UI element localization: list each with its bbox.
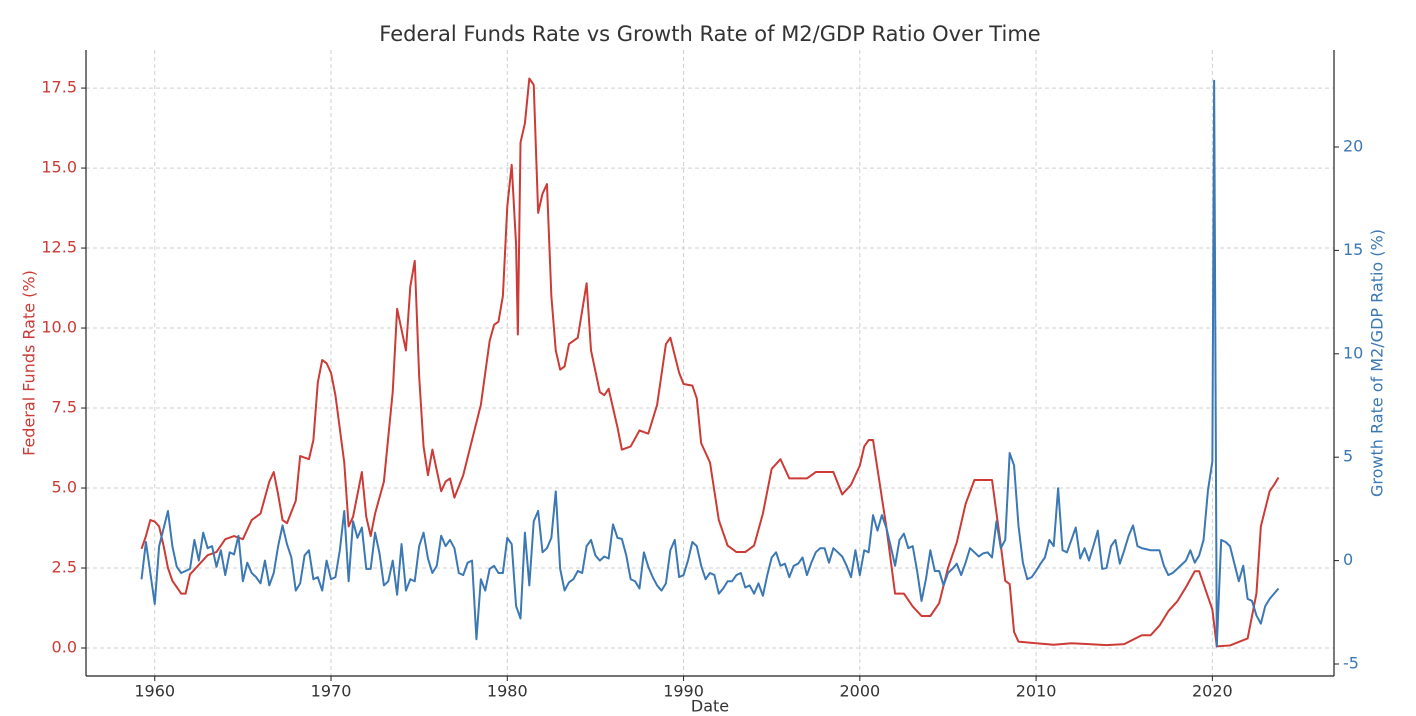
chart-title: Federal Funds Rate vs Growth Rate of M2/… xyxy=(379,22,1040,46)
y-tick-label: 10.0 xyxy=(41,318,77,337)
x-tick-label: 1960 xyxy=(134,682,175,701)
y-tick-label: 17.5 xyxy=(41,78,77,97)
x-tick-label: 2020 xyxy=(1192,682,1233,701)
y-tick-label: 2.5 xyxy=(52,558,77,577)
data-line xyxy=(140,79,1280,648)
x-tick-label: 1980 xyxy=(487,682,528,701)
y-tick-label: 7.5 xyxy=(52,398,77,417)
y2-tick-label: 15 xyxy=(1343,240,1363,259)
x-axis-label: Date xyxy=(691,697,729,716)
y2-tick-label: 20 xyxy=(1343,136,1363,155)
y-tick-label: 15.0 xyxy=(41,158,77,177)
y2-axis-label: Growth Rate of M2/GDP Ratio (%) xyxy=(1368,229,1387,497)
data-line xyxy=(140,77,1280,648)
x-tick-label: 2000 xyxy=(839,682,880,701)
y2-tick-label: 5 xyxy=(1343,447,1353,466)
x-tick-label: 1970 xyxy=(311,682,352,701)
x-tick-label: 1990 xyxy=(663,682,704,701)
y2-tick-label: 10 xyxy=(1343,343,1363,362)
y-axis-label: Federal Funds Rate (%) xyxy=(20,270,39,456)
x-tick-label: 2010 xyxy=(1016,682,1057,701)
y-tick-label: 5.0 xyxy=(52,478,77,497)
y2-tick-label: 0 xyxy=(1343,550,1353,569)
y-tick-label: 12.5 xyxy=(41,238,77,257)
y2-tick-label: -5 xyxy=(1343,654,1359,673)
y-tick-label: 0.0 xyxy=(52,638,77,657)
